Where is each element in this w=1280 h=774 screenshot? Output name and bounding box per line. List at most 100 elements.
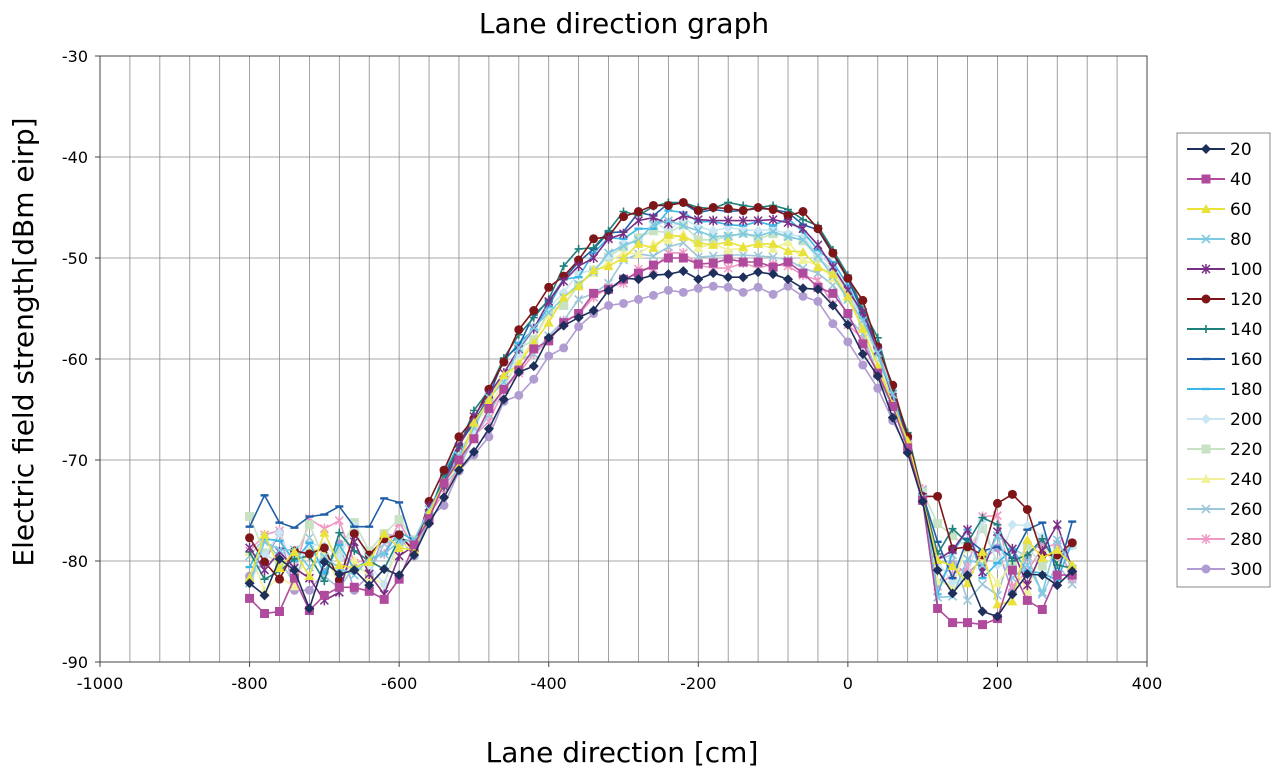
- legend-label: 180: [1230, 380, 1262, 400]
- series-180-point: [993, 561, 1002, 565]
- series-20-point: [738, 272, 749, 283]
- series-20-point: [573, 312, 584, 323]
- series-240-point: [723, 244, 734, 254]
- series-180-point: [739, 224, 748, 227]
- series-120-point: [349, 529, 359, 539]
- legend-item-240: 240: [1187, 470, 1262, 490]
- legend-60-point: [1201, 204, 1211, 213]
- series-300-point: [768, 289, 778, 299]
- series-160-point: [380, 497, 389, 500]
- legend-item-20: 20: [1187, 140, 1252, 160]
- series-60-point: [588, 265, 599, 275]
- series-60-point: [304, 571, 315, 581]
- series-60: [244, 229, 1078, 609]
- legend-item-140: 140: [1187, 320, 1262, 340]
- series-180-point: [589, 251, 598, 255]
- series-40-point: [648, 260, 658, 270]
- series-100-point: [1022, 580, 1032, 591]
- series-100-point: [259, 565, 270, 576]
- series-100-point: [349, 536, 359, 547]
- series-120-point: [633, 207, 643, 217]
- series-80-point: [1022, 560, 1032, 570]
- series-20-point: [588, 305, 599, 316]
- series-220-point: [304, 520, 314, 530]
- series-80-point: [738, 229, 748, 239]
- series-20-point: [1007, 589, 1018, 600]
- series-160-point: [365, 525, 374, 528]
- series-60-point: [812, 262, 823, 272]
- series-60-point: [1052, 544, 1063, 554]
- series-120-point: [648, 200, 658, 210]
- legend-label: 220: [1230, 440, 1262, 460]
- series-220-point: [948, 531, 958, 541]
- series-20-point: [379, 564, 390, 575]
- legend-item-200: 200: [1187, 410, 1262, 430]
- series-220-point: [394, 515, 404, 525]
- series-120-point: [813, 224, 823, 234]
- series-100-point: [574, 261, 584, 272]
- series-300-point: [693, 283, 703, 293]
- series-80-point: [992, 531, 1002, 541]
- series-20-point: [887, 412, 898, 423]
- series-40-point: [948, 618, 958, 628]
- series-40-point: [1007, 565, 1017, 575]
- series-200-point: [1007, 519, 1018, 530]
- series-300-point: [723, 282, 733, 292]
- series-40-point: [274, 607, 284, 616]
- series-300-point: [514, 390, 524, 400]
- series-120-point: [1007, 489, 1017, 499]
- series-40-point: [977, 620, 987, 630]
- chart-title: Lane direction graph: [479, 7, 769, 40]
- series-60-point: [618, 253, 629, 262]
- x-axis: -1000 -800 -600 -400 -200 0 200 400: [77, 662, 1162, 693]
- series-180-point: [275, 539, 284, 542]
- series-40-point: [888, 401, 898, 411]
- series-260-point: [663, 242, 673, 252]
- series-180-point: [649, 227, 658, 230]
- legend-label: 120: [1230, 290, 1262, 310]
- series-80-point: [663, 216, 673, 226]
- series-20-point: [783, 274, 794, 285]
- series-180-point: [619, 237, 628, 241]
- series-120-point: [544, 282, 554, 292]
- series-20-point: [917, 496, 928, 507]
- legend-300-point: [1201, 564, 1211, 574]
- series-300-point: [604, 300, 614, 310]
- series-160-point: [395, 501, 404, 504]
- series-80-point: [962, 554, 973, 564]
- series-40-point: [1022, 595, 1032, 605]
- legend-item-40: 40: [1187, 170, 1252, 190]
- legend-item-260: 260: [1187, 500, 1262, 520]
- series-120-point: [394, 530, 404, 540]
- series-120-point: [843, 273, 853, 283]
- series-60-point: [543, 317, 554, 327]
- series-160-point: [335, 505, 344, 508]
- legend-220-point: [1201, 444, 1211, 454]
- series-60-point: [753, 238, 764, 248]
- series-120-point: [304, 549, 314, 559]
- series-260-point: [648, 251, 658, 261]
- series-120-point: [514, 325, 524, 335]
- series-40-point: [858, 339, 868, 349]
- series-20-point: [797, 283, 808, 294]
- series-80-point: [768, 227, 778, 237]
- series-40-point: [693, 259, 703, 269]
- series-20-point: [513, 367, 524, 378]
- series-40-point: [424, 514, 434, 524]
- series-160: [245, 202, 1077, 581]
- x-tick-label: 0: [843, 674, 853, 693]
- series-60-point: [663, 229, 674, 239]
- series-20-point: [319, 557, 330, 568]
- series-120-point: [574, 255, 584, 265]
- series-20-point: [603, 285, 614, 296]
- series-60-point: [319, 527, 330, 537]
- series-20-point: [424, 518, 435, 529]
- series-220-point: [977, 524, 987, 534]
- series-220-point: [708, 235, 718, 245]
- series-60-point: [244, 573, 255, 583]
- series-300-point: [619, 298, 628, 308]
- series-20-point: [528, 361, 539, 372]
- series-80-point: [618, 241, 629, 251]
- series-60-point: [573, 281, 584, 291]
- series-100-point: [753, 215, 763, 226]
